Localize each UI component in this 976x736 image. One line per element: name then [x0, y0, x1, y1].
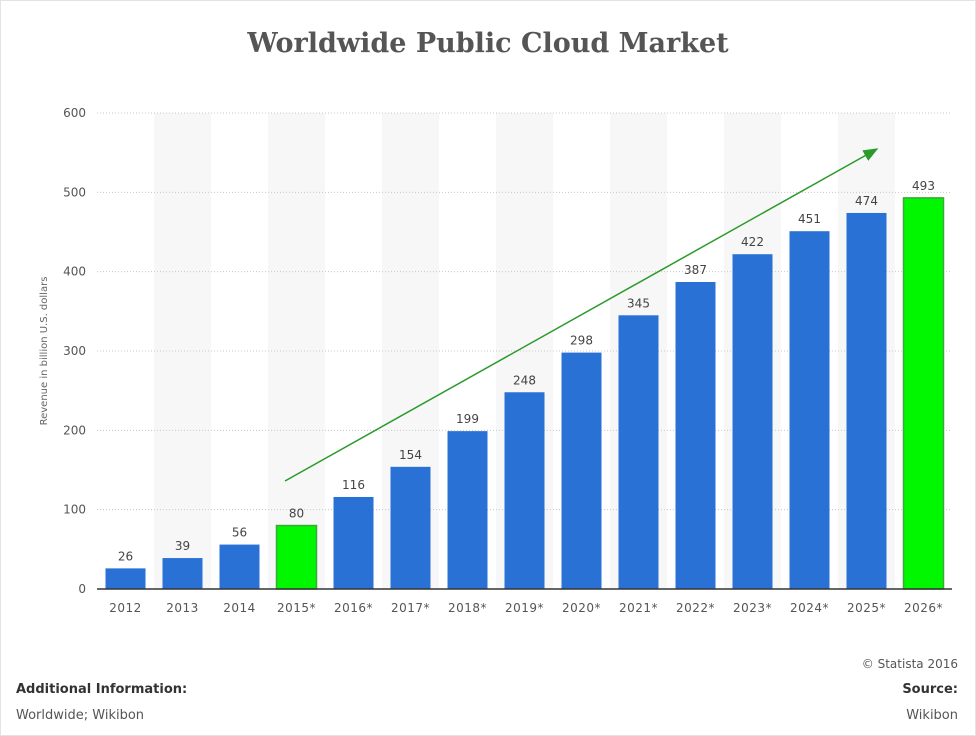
bar-2013: [162, 558, 203, 589]
x-tick-label: 2023*: [733, 601, 772, 615]
data-label: 39: [175, 539, 190, 553]
data-label: 451: [798, 212, 821, 226]
copyright: © Statista 2016: [861, 657, 958, 671]
x-tick-label: 2026*: [904, 601, 943, 615]
x-tick-label: 2017*: [391, 601, 430, 615]
source-label: Source:: [902, 682, 958, 697]
data-label: 298: [570, 334, 593, 348]
x-tick-label: 2020*: [562, 601, 601, 615]
data-label: 116: [342, 478, 365, 492]
y-tick-label: 500: [63, 185, 86, 199]
y-tick-label: 100: [63, 503, 86, 517]
x-tick-label: 2012: [109, 601, 142, 615]
bar-2017: [390, 466, 431, 589]
x-tick-label: 2015*: [277, 601, 316, 615]
x-tick-label: 2021*: [619, 601, 658, 615]
bar-2015: [275, 524, 318, 590]
x-tick-label: 2025*: [847, 601, 886, 615]
bar-2019: [504, 392, 545, 589]
x-tick-label: 2016*: [334, 601, 373, 615]
bar-2022: [675, 281, 716, 589]
data-label: 199: [456, 412, 479, 426]
x-tick-label: 2014: [223, 601, 256, 615]
source-value: Wikibon: [906, 708, 958, 723]
data-label: 56: [232, 526, 247, 540]
bar-2018: [447, 431, 488, 589]
bar-2025: [846, 212, 887, 589]
y-tick-label: 600: [63, 106, 86, 120]
bar-2023: [732, 254, 773, 590]
x-tick-label: 2019*: [505, 601, 544, 615]
x-tick-label: 2018*: [448, 601, 487, 615]
bar-2024: [789, 231, 830, 589]
y-tick-label: 200: [63, 423, 86, 437]
data-label: 422: [741, 235, 764, 249]
additional-info-label: Additional Information:: [16, 682, 188, 697]
data-label: 26: [118, 549, 133, 563]
additional-info-value: Worldwide; Wikibon: [16, 708, 145, 723]
data-label: 80: [289, 507, 304, 521]
x-tick-label: 2013: [166, 601, 199, 615]
bar-2021: [618, 315, 659, 589]
bar-2016: [333, 496, 374, 589]
x-tick-label: 2024*: [790, 601, 829, 615]
trend-arrow: [284, 148, 879, 482]
data-label: 345: [627, 296, 650, 310]
y-axis-label: Revenue in billion U.S. dollars: [39, 277, 50, 426]
data-label: 248: [513, 373, 536, 387]
bar-2012: [105, 568, 146, 589]
y-tick-label: 0: [78, 582, 86, 596]
bar-2014: [219, 544, 260, 589]
chart-title: Worldwide Public Cloud Market: [247, 28, 729, 59]
data-label: 493: [912, 179, 935, 193]
y-tick-label: 400: [63, 265, 86, 279]
bar-2020: [561, 352, 602, 589]
data-label: 474: [855, 194, 878, 208]
data-label: 154: [399, 448, 422, 462]
x-tick-label: 2022*: [676, 601, 715, 615]
data-label: 387: [684, 263, 707, 277]
bar-2026: [902, 197, 945, 590]
y-tick-label: 300: [63, 344, 86, 358]
